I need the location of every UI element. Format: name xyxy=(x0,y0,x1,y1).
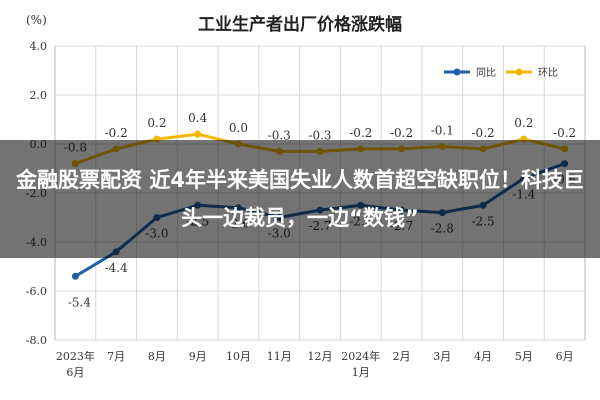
legend-label: 同比 xyxy=(476,67,496,79)
x-axis: 2023年 6月 7月 8月 9月 10月 11月 12月 2024年 1月 2月 3月 4月 5月 6月 xyxy=(56,349,574,379)
data-label-mom: -0.2 xyxy=(472,126,495,140)
x-tick-label: 2024年 1月 xyxy=(341,349,380,379)
y-tick-label: 4.0 xyxy=(30,40,48,53)
data-label-mom: -0.3 xyxy=(308,128,331,142)
x-tick-label: 12月 xyxy=(308,350,333,363)
y-unit-label: (%) xyxy=(26,13,47,27)
data-label-mom: 0.0 xyxy=(229,121,248,135)
y-tick-label: -8.0 xyxy=(26,334,47,347)
data-label-mom: -0.2 xyxy=(553,126,576,140)
x-tick-label: 8月 xyxy=(148,350,166,363)
x-tick-label: 6月 xyxy=(556,350,574,363)
data-label-mom: -0.2 xyxy=(105,126,128,140)
chart-title: 工业生产者出厂价格涨跌幅 xyxy=(198,14,402,35)
data-point xyxy=(71,272,79,280)
legend-label: 环比 xyxy=(538,67,558,79)
data-label-yoy: -4.4 xyxy=(105,261,129,275)
data-label-yoy: -5.4 xyxy=(68,295,92,309)
headline-text[interactable]: 金融股票配资 近4年半来美国失业人数首超空缺职位！科技巨头一边裁员，一边“数钱” xyxy=(16,168,584,230)
data-label-mom: 0.4 xyxy=(188,111,207,125)
x-tick-label: 11月 xyxy=(267,350,292,363)
data-point xyxy=(194,130,202,138)
x-tick-label: 2023年 6月 xyxy=(56,349,95,379)
data-label-mom: 0.2 xyxy=(147,116,166,130)
x-tick-label: 2月 xyxy=(393,350,411,363)
data-label-mom: -0.2 xyxy=(349,126,372,140)
x-tick-label: 9月 xyxy=(189,350,207,363)
y-tick-label: -6.0 xyxy=(26,285,47,298)
legend-marker xyxy=(453,68,461,76)
grid xyxy=(54,45,586,341)
data-label-mom: 0.2 xyxy=(514,116,533,130)
data-label-mom: -0.2 xyxy=(390,126,413,140)
x-tick-label: 5月 xyxy=(515,350,533,363)
data-label-mom: -0.3 xyxy=(268,128,291,142)
y-tick-label: 2.0 xyxy=(30,89,48,102)
x-tick-label: 7月 xyxy=(107,350,125,363)
x-tick-label: 3月 xyxy=(433,350,451,363)
x-tick-label: 4月 xyxy=(474,350,492,363)
headline-banner[interactable]: 金融股票配资 近4年半来美国失业人数首超空缺职位！科技巨头一边裁员，一边“数钱” xyxy=(0,140,600,258)
data-label-mom: -0.1 xyxy=(431,123,454,137)
legend: 同比 环比 xyxy=(444,67,558,79)
x-tick-label: 10月 xyxy=(226,350,251,363)
legend-marker xyxy=(515,68,523,76)
